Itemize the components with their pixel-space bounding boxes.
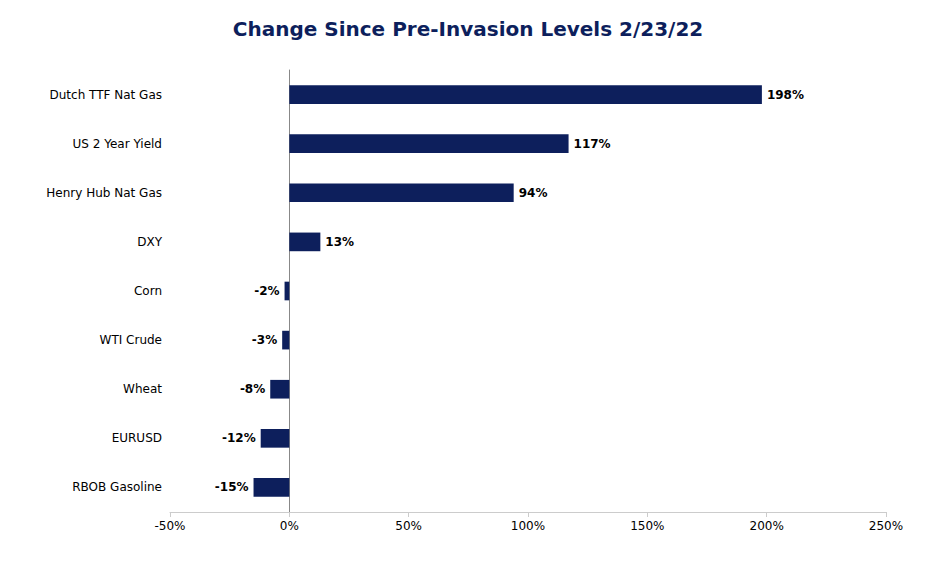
svg-text:200%: 200% — [750, 519, 784, 533]
svg-text:-12%: -12% — [222, 431, 256, 445]
svg-text:117%: 117% — [574, 137, 611, 151]
svg-text:-3%: -3% — [252, 333, 277, 347]
svg-text:WTI Crude: WTI Crude — [100, 333, 162, 347]
svg-text:100%: 100% — [511, 519, 545, 533]
svg-text:DXY: DXY — [137, 235, 162, 249]
svg-text:0%: 0% — [280, 519, 299, 533]
svg-text:-50%: -50% — [154, 519, 185, 533]
svg-text:EURUSD: EURUSD — [112, 431, 162, 445]
svg-text:US 2 Year Yield: US 2 Year Yield — [73, 137, 162, 151]
svg-text:250%: 250% — [869, 519, 903, 533]
svg-text:Dutch TTF Nat Gas: Dutch TTF Nat Gas — [50, 88, 163, 102]
svg-text:Change Since Pre-Invasion Leve: Change Since Pre-Invasion Levels 2/23/22 — [233, 17, 704, 41]
svg-text:Corn: Corn — [134, 284, 162, 298]
svg-text:RBOB Gasoline: RBOB Gasoline — [72, 480, 162, 494]
svg-text:50%: 50% — [395, 519, 422, 533]
svg-text:Henry Hub Nat Gas: Henry Hub Nat Gas — [46, 186, 162, 200]
svg-text:-15%: -15% — [215, 480, 249, 494]
svg-text:150%: 150% — [630, 519, 664, 533]
svg-text:-8%: -8% — [240, 382, 265, 396]
svg-text:-2%: -2% — [254, 284, 279, 298]
svg-text:13%: 13% — [325, 235, 354, 249]
svg-text:94%: 94% — [519, 186, 548, 200]
svg-text:198%: 198% — [767, 88, 804, 102]
svg-text:Wheat: Wheat — [123, 382, 162, 396]
